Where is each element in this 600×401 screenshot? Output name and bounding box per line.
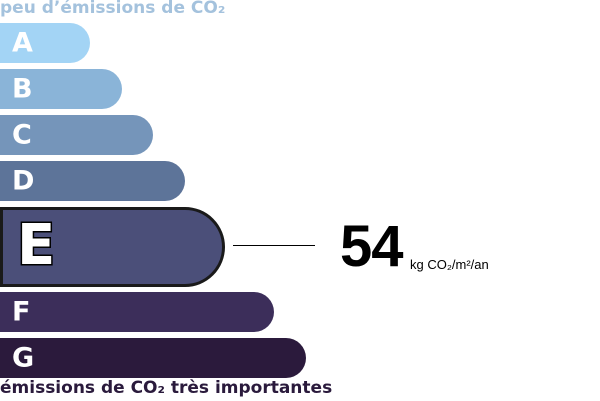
class-letter-e: E xyxy=(15,212,56,278)
class-letter-d: D xyxy=(12,165,35,197)
top-caption: peu d’émissions de CO₂ xyxy=(0,0,226,18)
class-bar-e-active: E xyxy=(0,207,225,287)
value-connector-line xyxy=(233,245,315,246)
class-bar-g: G xyxy=(0,338,306,378)
class-bar-d: D xyxy=(0,161,185,201)
class-letter-g: G xyxy=(12,342,35,374)
class-bar-a: A xyxy=(0,23,90,63)
class-bar-c: C xyxy=(0,115,153,155)
bottom-caption: émissions de CO₂ très importantes xyxy=(0,378,333,398)
class-letter-b: B xyxy=(12,73,33,105)
emission-unit: kg CO₂/m²/an xyxy=(410,257,489,272)
emission-value: 54 xyxy=(340,214,404,279)
class-bar-f: F xyxy=(0,292,274,332)
class-letter-f: F xyxy=(12,296,31,328)
class-letter-c: C xyxy=(12,119,32,151)
class-letter-a: A xyxy=(12,27,33,59)
class-bar-b: B xyxy=(0,69,122,109)
